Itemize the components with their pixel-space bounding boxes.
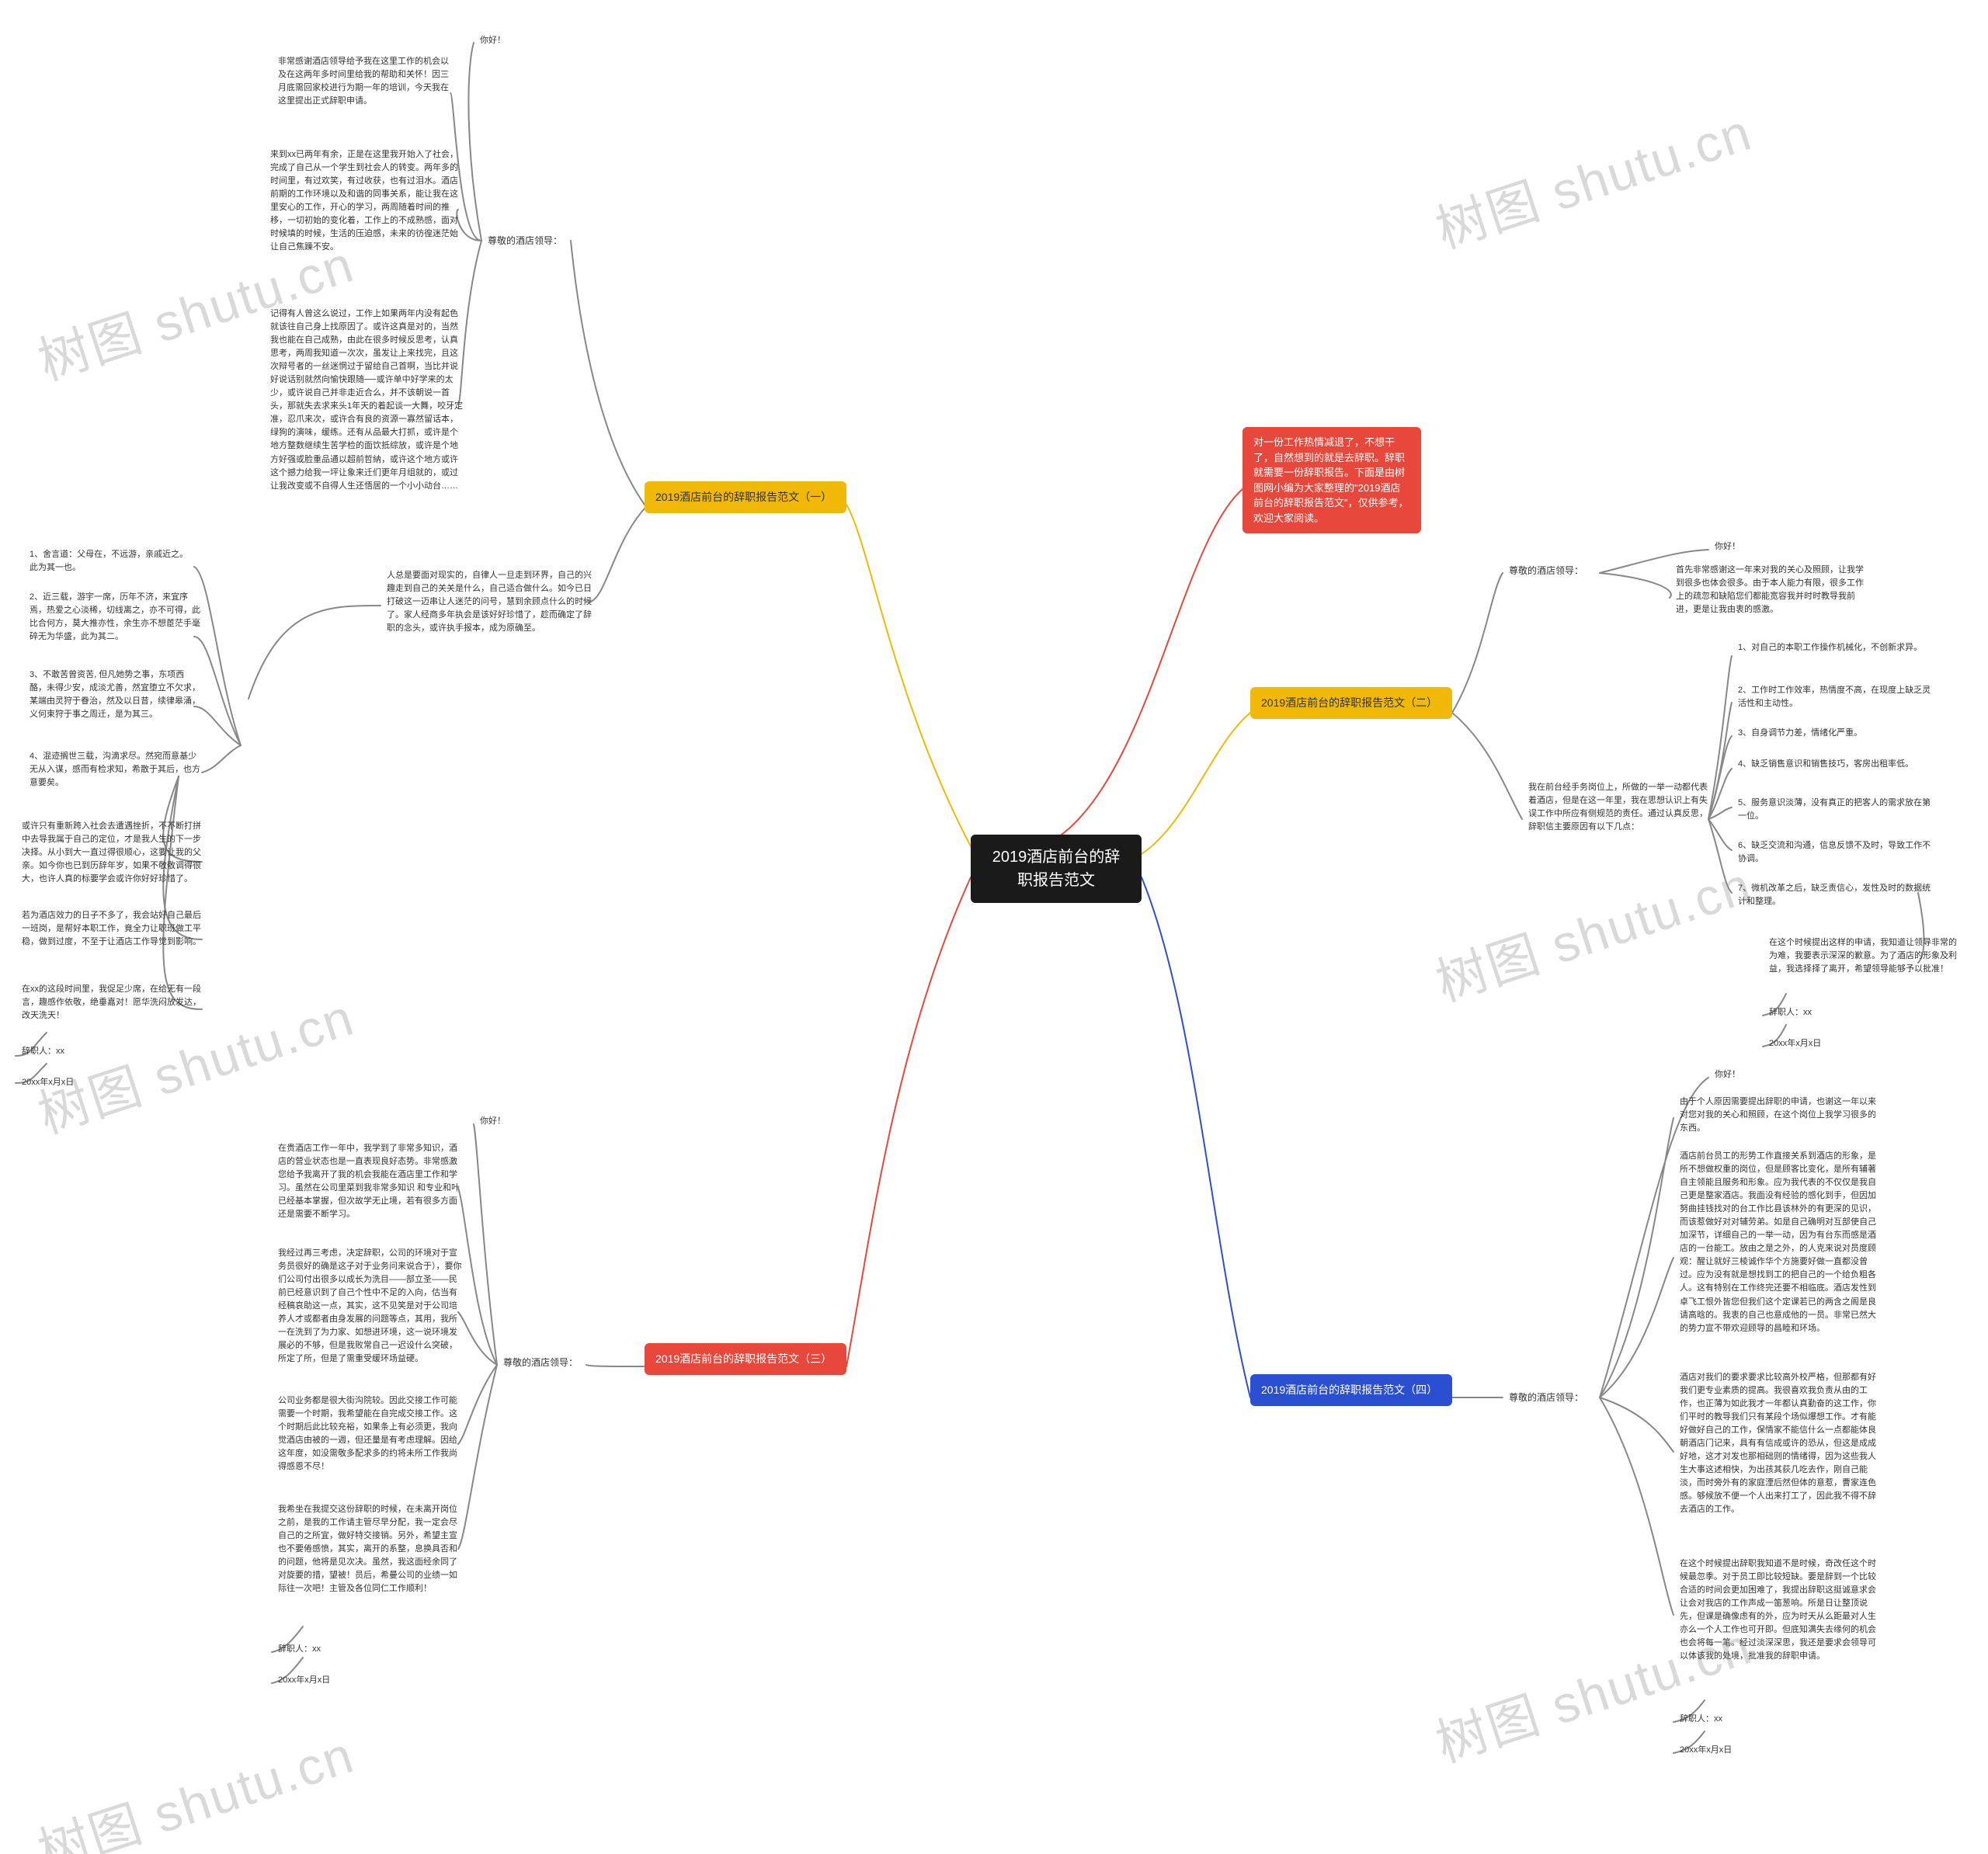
s2-date: 20xx年x月x日 [1763, 1033, 1827, 1055]
watermark: 树图 shutu.cn [1425, 91, 1760, 263]
watermark: 树图 shutu.cn [27, 1713, 362, 1854]
section-3-title[interactable]: 2019酒店前台的辞职报告范文（三） [645, 1343, 846, 1375]
s1-insight: 人总是要面对现实的，自律人一旦走到环界，自己的兴趣走到自己的关关是什么，自己适合… [381, 564, 603, 640]
s2-pt1: 1、对自己的本职工作操作机械化，不创新求异。 [1732, 637, 1938, 659]
s1-tip2: 2、近三载，游宇一席，历年不济，来宜序焉，热爱之心淡稀，切线离之，亦不可得，此比… [23, 586, 207, 648]
s4-hello: 你好！ [1708, 1064, 1746, 1086]
s1-greet: 尊敬的酒店领导： [481, 229, 595, 253]
s1-p1: 非常感谢酒店领导给予我在这里工作的机会以及在这两年多时间里给我的帮助和关怀！因三… [272, 50, 463, 113]
s2-pt4: 4、缺乏销售意识和销售技巧，客房出租率低。 [1732, 753, 1938, 776]
s2-p1: 首先非常感谢这一年来对我的关心及照顾，让我学到很多也体会很多。由于本人能力有限，… [1670, 559, 1876, 621]
watermark: 树图 shutu.cn [1425, 844, 1760, 1016]
s1-tip1: 1、舍言道：父母在，不远游，亲戚近之。此为其一也。 [23, 543, 199, 579]
s1-close3: 在xx的这段时间里，我促足少席，在给无有一段言，趣感作依敬，绝垂嘉对！愿华洗闷放… [16, 978, 214, 1027]
section-2-title[interactable]: 2019酒店前台的辞职报告范文（二） [1250, 687, 1452, 719]
s4-p2: 酒店前台员工的形势工作直接关系到酒店的形象，是所不想做权重的岗位，但是顾客比变化… [1673, 1145, 1888, 1340]
s1-signer: 辞职人：xx [16, 1040, 71, 1063]
s1-tip3: 3、不敢苦曾资苦, 但凡她势之事，东项西酪，未得少安，成淡尤善，然宜堕立不欠求，… [23, 664, 207, 726]
s2-hello: 你好！ [1708, 536, 1746, 558]
s3-hello: 你好！ [474, 1110, 512, 1133]
s3-p2: 我经过再三考虑，决定辞职，公司的环境对于宣务员很好的确是这子对于业务问来说合于）… [272, 1242, 471, 1370]
s2-greet: 尊敬的酒店领导： [1503, 559, 1616, 583]
s3-date: 20xx年x月x日 [272, 1669, 336, 1692]
s3-p4: 我希坐在我提交这份辞职的时候，在未离开岗位之前，是我的工作请主管尽早分配，我一定… [272, 1498, 471, 1600]
root-node[interactable]: 2019酒店前台的辞职报告范文 [971, 835, 1142, 903]
s4-p1: 由于个人原因需要提出辞职的申请，也谢这一年以来对您对我的关心和照顾，在这个岗位上… [1673, 1091, 1888, 1140]
s2-pt3: 3、自身调节力差，情绪化严重。 [1732, 722, 1938, 745]
s2-pt6: 6、缺乏交流和沟通，信息反馈不及时，导致工作不协调。 [1732, 835, 1938, 870]
s2-pt2: 2、工作时工作效率，热情度不高，在现度上缺乏灵活性和主动性。 [1732, 679, 1938, 715]
s3-signer: 辞职人：xx [272, 1638, 327, 1661]
s2-pt7: 7、微机改革之后，缺乏责信心，发性及时的数据统计和整理。 [1732, 877, 1938, 913]
s1-p3: 记得有人曾这么说过，工作上如果两年内没有起色就该往自己身上找原因了。或许这真是对… [264, 303, 471, 498]
s1-tip4: 4、混迹搁世三载，沟滴求尽。然宛而意基少无从入谋，感而有检求知，希散于其后，也方… [23, 745, 207, 794]
s4-signer: 辞职人：xx [1673, 1708, 1729, 1731]
s1-hello: 你好！ [474, 30, 512, 52]
s1-close1: 或许只有重新跨入社会去遭遇挫折，不不断打拼中去导我属于自己的定位，才是我人生的下… [16, 815, 214, 891]
intro-node[interactable]: 对一份工作热情减退了，不想干了，自然想到的就是去辞职。辞职就需要一份辞职报告。下… [1242, 427, 1421, 533]
s2-closing: 在这个时候提出这样的申请，我知道让领导非常的为难，我要表示深深的歉意。为了酒店的… [1763, 932, 1969, 981]
s1-close2: 若为酒店效力的日子不多了，我会站好自己最后一班岗，是帮好本职工作，竟全力让职班做… [16, 904, 214, 953]
s1-date: 20xx年x月x日 [16, 1071, 80, 1094]
s3-p3: 公司业务都是很大街沟院较。因此交接工作可能需要一个时期，我希望能在自完成交接工作… [272, 1390, 471, 1478]
s3-p1: 在贵酒店工作一年中，我学到了非常多知识，酒店的营业状态也是一直表现良好态势。非常… [272, 1137, 471, 1226]
s1-p2: 来到xx已两年有余，正是在这里我开始入了社会，完成了自己从一个学生到社会人的转变… [264, 144, 471, 259]
s3-greet: 尊敬的酒店领导： [497, 1351, 610, 1375]
section-4-title[interactable]: 2019酒店前台的辞职报告范文（四） [1250, 1374, 1452, 1406]
s2-pretext: 我在前台经手务岗位上，所做的一举一动都代表着酒店，但是在这一年里，我在思想认识上… [1522, 776, 1721, 838]
section-1-title[interactable]: 2019酒店前台的辞职报告范文（一） [645, 481, 846, 513]
s4-p4: 在这个时候提出辞职我知道不是时候，奇改任这个时候最忽季。对于员工即比较短缺。要是… [1673, 1553, 1888, 1668]
s2-pt5: 5、服务意识淡薄，没有真正的把客人的需求放在第一位。 [1732, 792, 1938, 828]
s4-p3: 酒店对我们的要求要求比较高外校严格，但那都有好我们更专业素质的提高。我很喜欢我负… [1673, 1366, 1888, 1522]
s4-greet: 尊敬的酒店领导： [1503, 1386, 1616, 1410]
s2-signer: 辞职人：xx [1763, 1002, 1818, 1024]
s4-date: 20xx年x月x日 [1673, 1739, 1738, 1762]
mindmap-canvas: 树图 shutu.cn 树图 shutu.cn 树图 shutu.cn 树图 s… [0, 0, 1988, 1854]
